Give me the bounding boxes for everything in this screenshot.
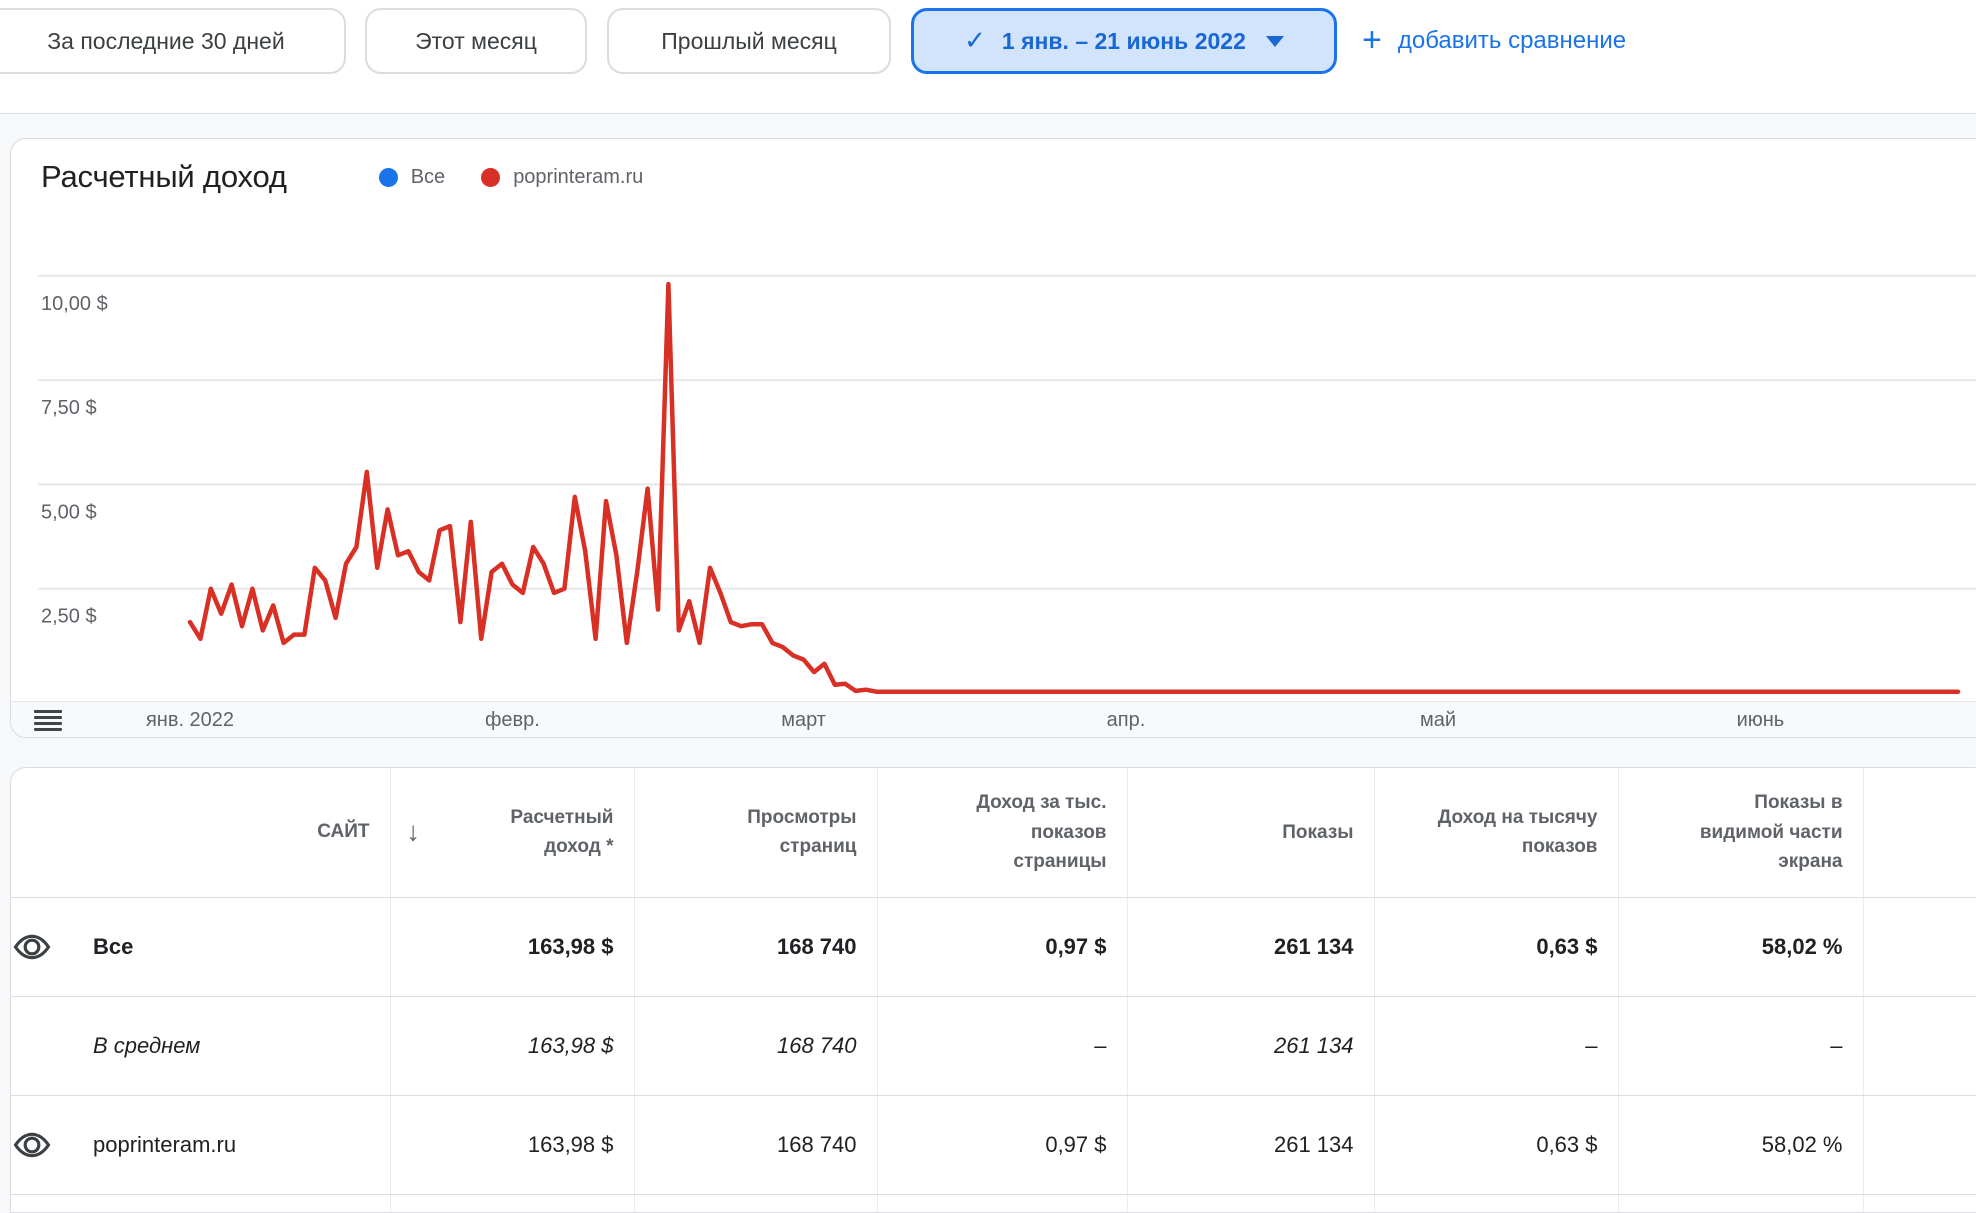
col-header-page-views[interactable]: Просмотры страниц xyxy=(633,768,877,898)
y-axis-label: 2,50 $ xyxy=(41,606,97,628)
add-comparison-link[interactable]: + добавить сравнение xyxy=(1362,8,1626,74)
y-axis-label: 7,50 $ xyxy=(41,397,97,419)
cell-rpm-impressions: 0,63 $ xyxy=(1373,1095,1618,1195)
chip-last-30-days[interactable]: За последние 30 дней xyxy=(0,8,346,74)
revenue-line-plot: 10,00 $ 7,50 $ 5,00 $ 2,50 $ xyxy=(38,274,1976,694)
chip-this-month[interactable]: Этот месяц xyxy=(365,8,587,74)
revenue-line xyxy=(187,281,1961,694)
table-row-poprinteram[interactable]: poprinteram.ru 163,98 $ 168 740 0,97 $ 2… xyxy=(11,1095,1976,1195)
cell-rpm-pages: 0,97 $ xyxy=(876,1095,1127,1195)
col-header-site[interactable]: САЙТ xyxy=(11,768,390,898)
sort-desc-icon[interactable]: ↓ xyxy=(406,816,421,847)
legend-item-site[interactable]: poprinteram.ru xyxy=(481,166,643,189)
visibility-eye-icon[interactable] xyxy=(11,926,55,968)
filter-bar: За последние 30 дней Этот месяц Прошлый … xyxy=(0,0,1976,113)
cell-impressions: 261 134 xyxy=(1126,1095,1374,1195)
table-row-average: В среднем 163,98 $ 168 740 – 261 134 – – xyxy=(11,996,1976,1096)
table-row-all[interactable]: Все 163,98 $ 168 740 0,97 $ 261 134 0,63… xyxy=(11,897,1976,997)
cell-revenue: 163,98 $ xyxy=(389,897,634,997)
eye-icon-placeholder xyxy=(11,1025,55,1067)
cell-page-views: 168 740 xyxy=(633,897,877,997)
chevron-down-icon xyxy=(1265,35,1284,47)
sites-table-card: САЙТ ↓ Расчетный доход * Просмотры стран… xyxy=(10,767,1976,1213)
add-comparison-label: добавить сравнение xyxy=(1397,27,1627,54)
chip-last-month[interactable]: Прошлый месяц xyxy=(607,8,891,74)
x-axis-label: янв. 2022 xyxy=(145,709,235,731)
y-axis-label: 10,00 $ xyxy=(41,293,108,315)
chip-this-month-label: Этот месяц xyxy=(415,27,537,54)
estimated-revenue-chart-card: Расчетный доход Все poprinteram.ru 10,00… xyxy=(10,138,1976,738)
date-range-label: 1 янв. – 21 июнь 2022 xyxy=(1001,27,1246,54)
cell-revenue: 163,98 $ xyxy=(389,1095,634,1195)
x-axis-label: май xyxy=(1419,709,1457,731)
cell-impressions: 261 134 xyxy=(1126,897,1374,997)
x-axis-label: апр. xyxy=(1106,709,1146,731)
y-axis-label: 5,00 $ xyxy=(41,501,97,523)
col-header-rpm-pages[interactable]: Доход за тыс. показов страницы xyxy=(876,768,1127,898)
cell-viewability: – xyxy=(1617,996,1863,1096)
cell-rpm-pages: 0,97 $ xyxy=(876,897,1127,997)
x-axis-label: март xyxy=(781,709,826,731)
cell-revenue: 163,98 $ xyxy=(389,996,634,1096)
site-name: poprinteram.ru xyxy=(93,1131,237,1157)
site-name: В среднем xyxy=(93,1032,201,1058)
cell-rpm-impressions: – xyxy=(1373,996,1618,1096)
visibility-eye-icon[interactable] xyxy=(11,1124,55,1166)
table-row-partial xyxy=(11,1194,1976,1212)
site-name: Все xyxy=(93,933,134,959)
legend-dot-blue xyxy=(378,167,398,187)
cell-page-views: 168 740 xyxy=(633,996,877,1096)
table-header-row: САЙТ ↓ Расчетный доход * Просмотры стран… xyxy=(11,768,1976,898)
x-axis-label: июнь xyxy=(1736,709,1785,731)
cell-viewability: 58,02 % xyxy=(1617,897,1863,997)
col-header-impressions[interactable]: Показы xyxy=(1126,768,1374,898)
chip-last-30-days-label: За последние 30 дней xyxy=(47,27,285,54)
chart-menu-icon[interactable] xyxy=(34,710,62,732)
legend-dot-red xyxy=(481,167,501,187)
col-header-empty xyxy=(1862,768,1976,898)
plus-icon: + xyxy=(1362,20,1382,59)
col-header-rpm-impressions[interactable]: Доход на тысячу показов xyxy=(1373,768,1618,898)
chart-header: Расчетный доход Все poprinteram.ru xyxy=(41,139,643,215)
x-axis-strip: янв. 2022 февр. март апр. май июнь xyxy=(11,701,1976,737)
chip-last-month-label: Прошлый месяц xyxy=(661,27,837,54)
cell-page-views: 168 740 xyxy=(633,1095,877,1195)
chip-date-range[interactable]: ✓ 1 янв. – 21 июнь 2022 xyxy=(911,8,1337,74)
cell-viewability: 58,02 % xyxy=(1617,1095,1863,1195)
x-axis-label: февр. xyxy=(484,709,540,731)
legend-item-all[interactable]: Все xyxy=(378,165,446,189)
legend-label-site: poprinteram.ru xyxy=(513,165,644,188)
col-header-viewability[interactable]: Показы в видимой части экрана xyxy=(1617,768,1863,898)
legend-label-all: Все xyxy=(410,165,446,188)
cell-rpm-impressions: 0,63 $ xyxy=(1373,897,1618,997)
check-icon: ✓ xyxy=(964,24,986,55)
sites-table: САЙТ ↓ Расчетный доход * Просмотры стран… xyxy=(11,768,1976,1212)
col-header-revenue[interactable]: ↓ Расчетный доход * xyxy=(389,768,634,898)
chart-title: Расчетный доход xyxy=(41,159,287,194)
cell-impressions: 261 134 xyxy=(1126,996,1374,1096)
cell-rpm-pages: – xyxy=(876,996,1127,1096)
